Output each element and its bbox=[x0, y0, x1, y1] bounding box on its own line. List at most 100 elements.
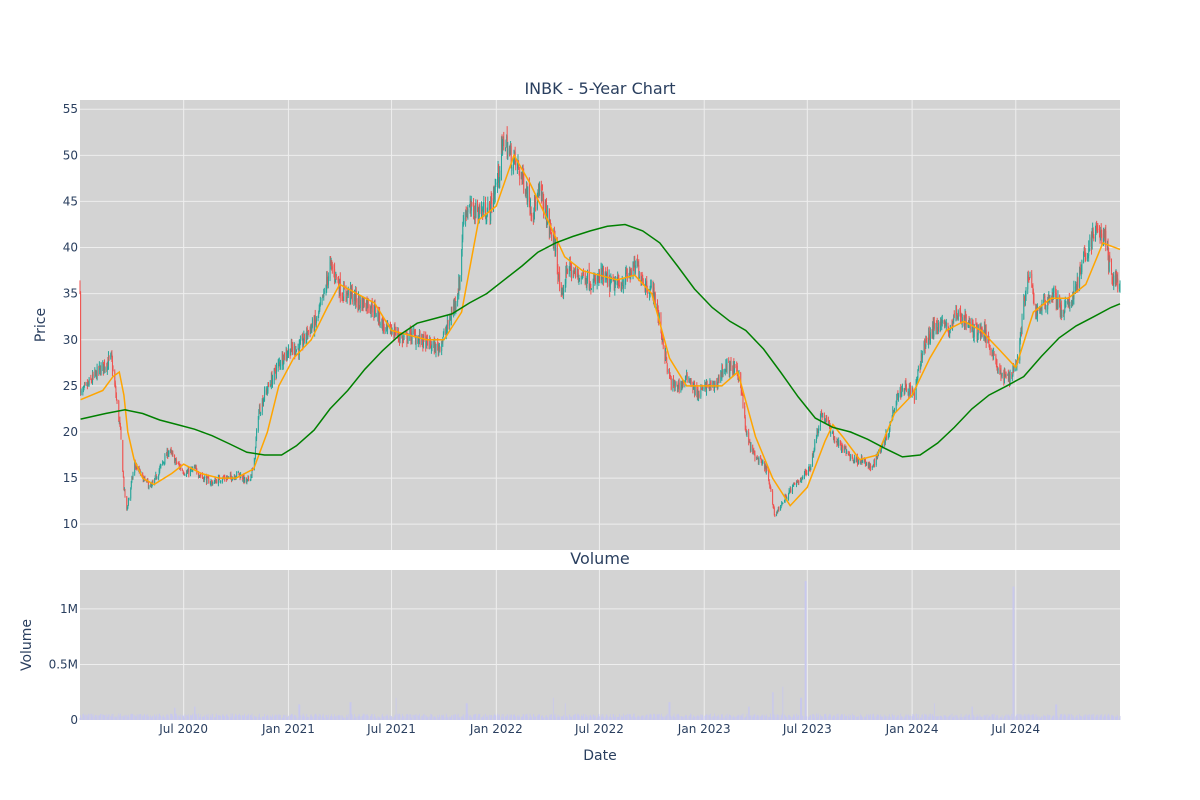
volume-bar bbox=[433, 716, 435, 720]
volume-bar bbox=[543, 717, 545, 720]
volume-bar bbox=[650, 714, 652, 720]
volume-bar bbox=[131, 713, 133, 720]
candle-body bbox=[222, 479, 223, 482]
candle-body bbox=[318, 312, 320, 316]
candle-body bbox=[700, 388, 702, 397]
volume-bar bbox=[827, 716, 829, 720]
volume-bar bbox=[421, 715, 423, 720]
volume-bar bbox=[1111, 714, 1113, 720]
candle-body bbox=[922, 353, 923, 359]
volume-bar bbox=[1056, 704, 1058, 720]
volume-bar bbox=[776, 717, 777, 720]
volume-bar bbox=[1063, 715, 1065, 720]
candle-body bbox=[559, 272, 561, 288]
volume-bar bbox=[192, 713, 194, 720]
volume-bar bbox=[339, 714, 341, 720]
candle-body bbox=[782, 502, 784, 504]
volume-bar bbox=[865, 716, 867, 720]
volume-bar bbox=[327, 714, 329, 720]
candle-body bbox=[345, 288, 347, 297]
candle-body bbox=[1096, 223, 1098, 225]
candle-body bbox=[435, 343, 437, 355]
volume-bar bbox=[796, 713, 797, 720]
volume-bar bbox=[385, 715, 387, 720]
candle-body bbox=[666, 357, 668, 364]
volume-bar bbox=[98, 715, 100, 720]
candle-body bbox=[631, 269, 632, 276]
candle-body bbox=[260, 411, 262, 415]
volume-bar bbox=[686, 717, 688, 720]
candle-body bbox=[546, 203, 547, 225]
volume-bar bbox=[417, 715, 419, 720]
volume-bar bbox=[379, 717, 381, 720]
candle-body bbox=[127, 505, 129, 508]
volume-bar bbox=[183, 716, 185, 720]
volume-bar bbox=[1009, 715, 1011, 720]
volume-bar bbox=[1075, 717, 1076, 720]
candle-body bbox=[914, 391, 915, 400]
volume-bar bbox=[462, 715, 464, 720]
volume-bar bbox=[184, 714, 186, 720]
volume-bar bbox=[1119, 715, 1121, 720]
volume-bar bbox=[777, 717, 779, 720]
volume-bar bbox=[383, 716, 385, 720]
candle-body bbox=[336, 274, 337, 277]
volume-bar bbox=[1095, 716, 1096, 720]
volume-bar bbox=[421, 715, 423, 720]
volume-bar bbox=[961, 717, 963, 720]
candle-body bbox=[256, 430, 258, 439]
volume-tick-label: 1M bbox=[60, 602, 78, 616]
volume-bar bbox=[1072, 715, 1074, 720]
candle-body bbox=[160, 464, 162, 467]
candle-body bbox=[762, 462, 764, 464]
candle-body bbox=[627, 274, 628, 278]
volume-bar bbox=[829, 714, 830, 720]
volume-bar bbox=[330, 716, 332, 720]
volume-bar bbox=[983, 715, 985, 720]
volume-bar bbox=[418, 716, 420, 720]
candle-body bbox=[282, 353, 284, 364]
volume-bar bbox=[943, 714, 945, 720]
candle-body bbox=[1111, 259, 1112, 272]
volume-bar bbox=[300, 715, 301, 720]
volume-bar bbox=[123, 715, 125, 720]
volume-bar bbox=[560, 716, 562, 720]
volume-bar bbox=[595, 715, 596, 720]
candle-body bbox=[1081, 260, 1083, 273]
candle-body bbox=[956, 314, 958, 317]
volume-bar bbox=[762, 714, 764, 720]
volume-bar bbox=[877, 715, 879, 720]
volume-bar bbox=[613, 716, 615, 720]
volume-bar bbox=[634, 717, 636, 720]
volume-bar bbox=[746, 713, 748, 720]
candle-body bbox=[1079, 266, 1081, 287]
volume-bar bbox=[134, 716, 136, 720]
volume-bar bbox=[321, 716, 323, 720]
candle-body bbox=[441, 342, 443, 351]
candle-body bbox=[798, 481, 800, 483]
volume-bar bbox=[670, 715, 672, 720]
price-tick-label: 30 bbox=[63, 333, 78, 347]
volume-bar bbox=[968, 714, 970, 720]
volume-bar bbox=[944, 716, 946, 720]
volume-bar bbox=[937, 716, 939, 720]
candle-body bbox=[556, 243, 558, 268]
candle-body bbox=[329, 262, 331, 279]
volume-bar bbox=[150, 717, 152, 720]
volume-bar bbox=[911, 716, 913, 720]
volume-bar bbox=[206, 714, 207, 720]
volume-bar bbox=[111, 714, 113, 720]
volume-bar bbox=[985, 716, 986, 720]
volume-bar bbox=[466, 703, 468, 720]
volume-bar bbox=[1084, 717, 1086, 720]
volume-bar bbox=[661, 713, 662, 720]
volume-bar bbox=[1088, 714, 1090, 720]
volume-bar bbox=[724, 715, 726, 720]
volume-bar bbox=[806, 716, 808, 720]
volume-bar bbox=[470, 715, 472, 720]
volume-bar bbox=[114, 716, 116, 720]
volume-bar bbox=[981, 716, 982, 720]
volume-bar bbox=[859, 713, 861, 720]
volume-bar bbox=[398, 716, 400, 720]
candle-body bbox=[729, 364, 731, 374]
